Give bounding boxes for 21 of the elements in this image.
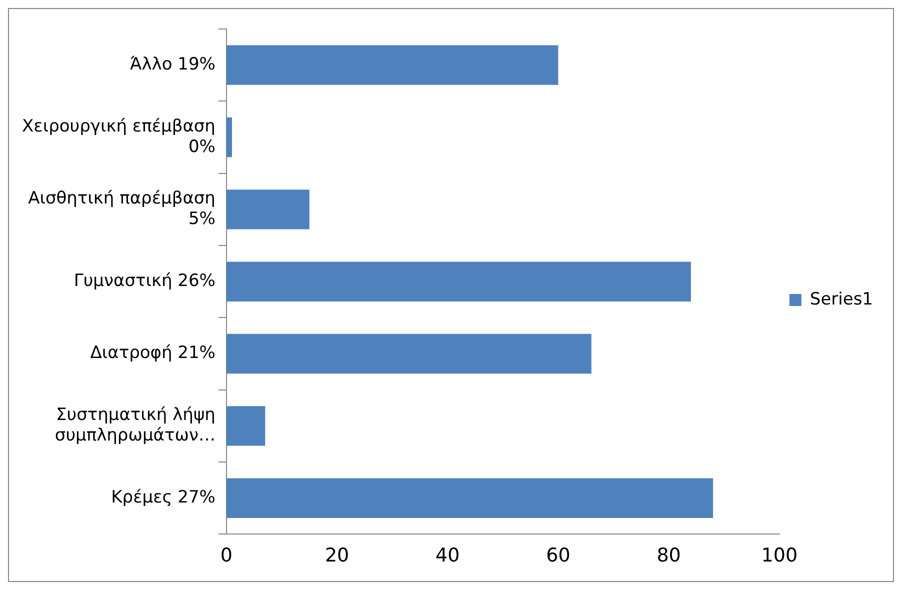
y-tick-label: Συστηματική λήψη συμπληρωμάτων… — [54, 405, 216, 446]
x-tick-label: 0 — [220, 544, 232, 567]
y-tick-label: Αισθητική παρέμβαση 5% — [28, 188, 216, 230]
x-tick-label: 100 — [761, 544, 798, 567]
bar — [226, 45, 558, 85]
x-tick-label: 60 — [546, 544, 570, 567]
y-tick-label: Χειρουργική επέμβαση 0% — [22, 116, 216, 157]
bar — [226, 406, 266, 446]
y-tick-label: Κρέμες 27% — [111, 488, 216, 508]
bar — [226, 334, 592, 374]
y-tick-label: Άλλο 19% — [130, 54, 216, 75]
y-tick-label: Διατροφή 21% — [90, 343, 216, 364]
bar — [226, 117, 232, 158]
bar — [226, 190, 310, 230]
legend-label: Series1 — [810, 289, 874, 310]
bar — [226, 478, 714, 518]
x-tick-label: 80 — [656, 544, 681, 567]
x-tick-label: 40 — [436, 544, 460, 567]
y-tick-label: Γυμναστική 26% — [74, 271, 216, 292]
bar — [226, 262, 691, 302]
x-tick-label: 20 — [324, 544, 350, 567]
